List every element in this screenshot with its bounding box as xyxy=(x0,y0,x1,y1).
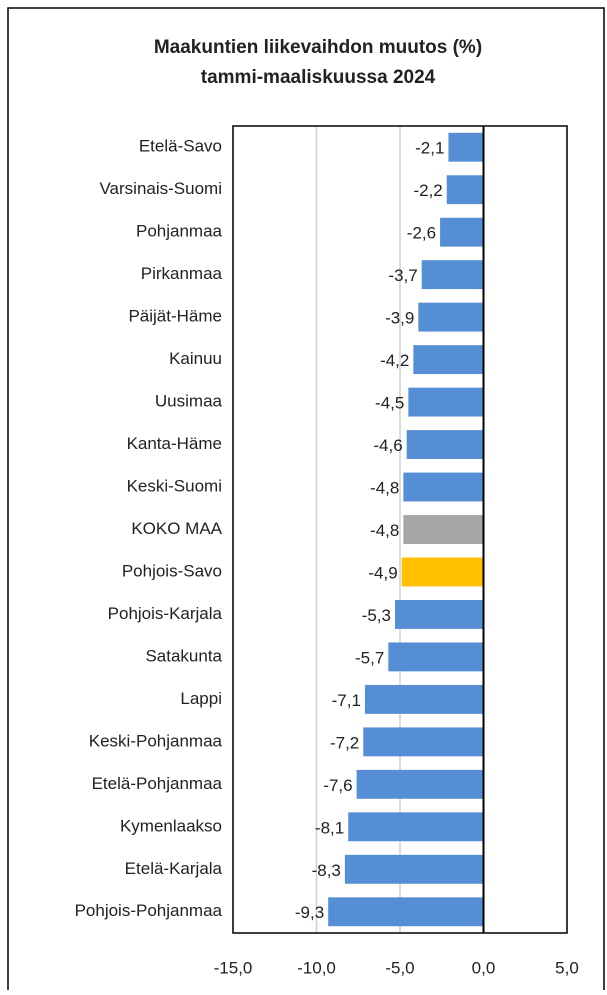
x-tick-label: 5,0 xyxy=(555,958,579,977)
bar xyxy=(406,430,484,459)
y-tick-label: Pirkanmaa xyxy=(141,264,223,283)
y-tick-label: Päijät-Häme xyxy=(128,307,222,326)
y-tick-label: Etelä-Savo xyxy=(139,137,222,156)
data-label: -4,2 xyxy=(380,351,409,370)
chart-title: tammi-maaliskuussa 2024 xyxy=(201,67,436,88)
data-label: -2,2 xyxy=(413,181,442,200)
x-tick-label: -10,0 xyxy=(297,958,336,977)
x-tick-label: -5,0 xyxy=(385,958,414,977)
bar xyxy=(344,854,484,884)
bar xyxy=(418,302,484,332)
data-label: -2,6 xyxy=(407,224,436,243)
data-label: -2,1 xyxy=(415,139,444,158)
y-tick-label: Varsinais-Suomi xyxy=(99,179,222,198)
bar xyxy=(388,642,484,672)
bar xyxy=(348,812,484,842)
data-label: -4,8 xyxy=(370,521,399,540)
bar xyxy=(440,217,484,247)
bar xyxy=(394,600,484,629)
bar xyxy=(421,260,484,290)
bar xyxy=(356,769,484,799)
data-label: -4,9 xyxy=(368,563,397,582)
plot-area xyxy=(232,125,568,934)
y-tick-label: Etelä-Pohjanmaa xyxy=(92,774,223,793)
chart-title: Maakuntien liikevaihdon muutos (%) xyxy=(154,37,482,58)
data-label: -7,2 xyxy=(330,733,359,752)
bar xyxy=(403,472,484,502)
y-tick-label: Keski-Pohjanmaa xyxy=(89,731,223,750)
y-tick-label: Etelä-Karjala xyxy=(125,859,223,878)
bar xyxy=(403,515,484,544)
y-tick-label: Uusimaa xyxy=(155,392,223,411)
y-tick-label: Pohjanmaa xyxy=(136,222,223,241)
data-label: -8,3 xyxy=(312,861,341,880)
data-label: -5,7 xyxy=(355,648,384,667)
y-tick-label: Satakunta xyxy=(145,646,222,665)
data-label: -5,3 xyxy=(362,606,391,625)
y-tick-label: Pohjois-Karjala xyxy=(108,604,223,623)
data-label: -3,7 xyxy=(388,266,417,285)
bar xyxy=(364,684,484,714)
bar xyxy=(448,132,484,162)
y-tick-label: Pohjois-Pohjanmaa xyxy=(75,901,223,920)
y-tick-label: Lappi xyxy=(180,689,222,708)
y-tick-label: Pohjois-Savo xyxy=(122,561,222,580)
bar xyxy=(413,345,484,375)
data-label: -4,8 xyxy=(370,479,399,498)
data-label: -7,6 xyxy=(323,776,352,795)
x-tick-label: -15,0 xyxy=(214,958,253,977)
bar xyxy=(363,727,484,757)
bar xyxy=(328,897,484,927)
y-tick-label: Kanta-Häme xyxy=(127,434,222,453)
data-label: -4,6 xyxy=(373,436,402,455)
chart-frame xyxy=(7,7,605,995)
y-tick-label: Kainuu xyxy=(169,349,222,368)
data-label: -7,1 xyxy=(332,691,361,710)
x-tick-label: 0,0 xyxy=(472,958,496,977)
data-label: -4,5 xyxy=(375,394,404,413)
data-label: -3,9 xyxy=(385,309,414,328)
data-label: -8,1 xyxy=(315,818,344,837)
y-tick-label: Keski-Suomi xyxy=(127,477,222,496)
bar xyxy=(401,557,484,587)
data-label: -9,3 xyxy=(295,903,324,922)
y-tick-label: Kymenlaakso xyxy=(120,816,222,835)
y-tick-label: KOKO MAA xyxy=(131,519,222,538)
bar xyxy=(408,387,484,417)
bar xyxy=(446,175,484,205)
